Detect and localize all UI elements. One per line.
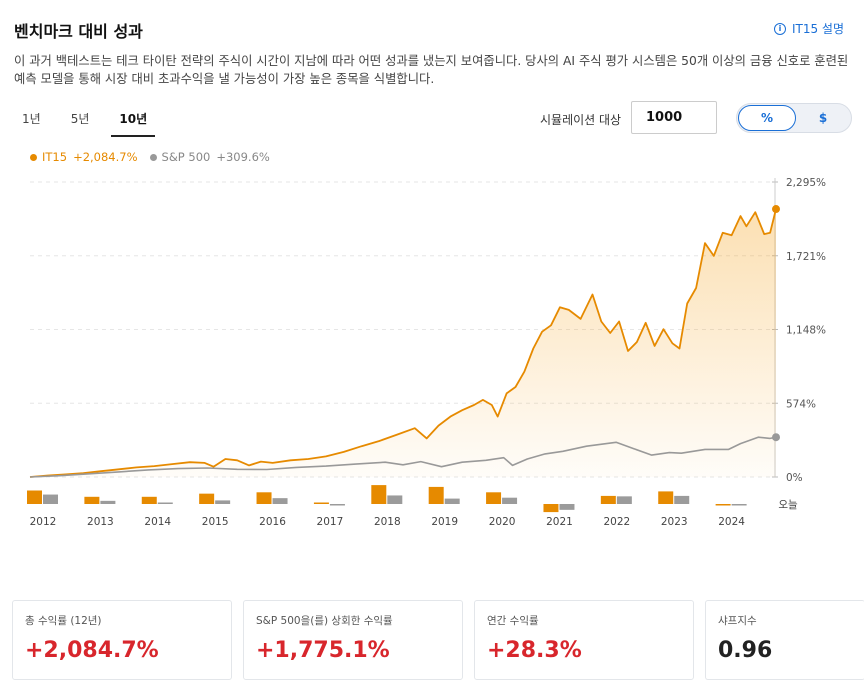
series-end-point-it15[interactable]	[772, 205, 780, 214]
stat-card-annual-return: 연간 수익률 +28.3%	[474, 600, 694, 680]
x-tick-label: 2021	[546, 516, 573, 528]
simulation-amount-input[interactable]	[631, 101, 717, 134]
chart-legend: IT15 +2,084.7% S&P 500 +309.6%	[30, 150, 282, 164]
description: 이 과거 백테스트는 테크 타이탄 전략의 주식이 시간이 지남에 따라 어떤 …	[14, 54, 849, 86]
info-icon: i	[773, 22, 786, 35]
x-tick-label: 2020	[489, 516, 516, 528]
legend-dot-it15	[30, 153, 37, 161]
x-tick-label: 2012	[30, 516, 57, 528]
x-tick-label: 2024	[718, 516, 745, 528]
unit-toggle: % $	[736, 103, 852, 133]
info-link[interactable]: i IT15 설명	[773, 20, 844, 37]
annual-bar-it15[interactable]	[715, 504, 731, 506]
series-line-sp500	[29, 436, 777, 478]
tab-1y[interactable]: 1년	[22, 112, 41, 126]
x-tick-label: 2019	[431, 516, 458, 528]
annual-bar-sp500[interactable]	[444, 498, 460, 504]
stat-value: +28.3%	[487, 638, 582, 663]
legend-it15[interactable]: IT15 +2,084.7%	[30, 150, 138, 164]
dollar-toggle-button[interactable]: $	[818, 111, 828, 125]
x-tick-label: 오늘	[778, 499, 798, 511]
stat-card-sharpe: 샤프지수 0.96	[705, 600, 864, 680]
annual-bar-it15[interactable]	[256, 492, 272, 504]
series-line-it15	[29, 208, 777, 478]
stat-card-excess-return: S&P 500을(를) 상회한 수익률 +1,775.1%	[243, 600, 463, 680]
x-tick-label: 2017	[317, 516, 344, 528]
annual-bar-it15[interactable]	[371, 485, 387, 504]
x-tick-label: 2015	[202, 516, 229, 528]
annual-bar-sp500[interactable]	[502, 497, 518, 504]
annual-bar-it15[interactable]	[84, 496, 100, 504]
stat-value: +1,775.1%	[256, 638, 390, 663]
annual-bar-sp500[interactable]	[43, 494, 58, 504]
y-tick-label: 0%	[786, 472, 803, 484]
annual-bar-it15[interactable]	[313, 502, 329, 505]
y-tick-label: 574%	[786, 398, 816, 410]
annual-bar-sp500[interactable]	[387, 495, 403, 504]
annual-bar-it15[interactable]	[428, 486, 444, 504]
annual-bar-it15[interactable]	[600, 495, 616, 504]
annual-bar-it15[interactable]	[27, 490, 42, 505]
annual-bar-it15[interactable]	[199, 493, 215, 504]
stat-label: 총 수익률 (12년)	[25, 615, 102, 627]
tab-10y[interactable]: 10년	[111, 106, 156, 137]
tab-5y[interactable]: 5년	[70, 112, 90, 126]
simulation-label: 시뮬레이션 대상	[540, 113, 622, 127]
annual-bar-sp500[interactable]	[616, 496, 632, 504]
stat-label: S&P 500을(를) 상회한 수익률	[256, 615, 393, 627]
annual-bar-sp500[interactable]	[215, 500, 231, 504]
section-header: 벤치마크 대비 성과 i IT15 설명	[14, 14, 844, 42]
percent-toggle-button[interactable]: %	[738, 105, 796, 131]
legend-dot-sp500	[149, 153, 157, 161]
y-tick-label: 2,295%	[786, 177, 826, 189]
series-area-it15	[30, 209, 776, 477]
legend-sp500-name: S&P 500	[161, 150, 211, 164]
legend-sp500-value: +309.6%	[216, 150, 270, 164]
series-end-point-sp500[interactable]	[772, 433, 780, 442]
stats-row: 총 수익률 (12년) +2,084.7% S&P 500을(를) 상회한 수익…	[12, 600, 864, 680]
y-tick-label: 1,721%	[786, 251, 826, 263]
annual-bar-sp500[interactable]	[100, 500, 116, 504]
annual-bar-it15[interactable]	[543, 504, 559, 513]
x-tick-label: 2018	[374, 516, 401, 528]
x-tick-label: 2023	[661, 516, 688, 528]
stat-value: 0.96	[718, 638, 773, 663]
stat-label: 샤프지수	[718, 615, 757, 627]
annual-bar-it15[interactable]	[658, 491, 674, 504]
annual-bar-sp500[interactable]	[329, 504, 345, 506]
annual-bar-sp500[interactable]	[559, 504, 575, 510]
page-title: 벤치마크 대비 성과	[14, 22, 143, 41]
x-tick-label: 2013	[87, 516, 114, 528]
y-tick-label: 1,148%	[786, 325, 826, 337]
performance-chart: 2,295% 1,721% 1,148% 574% 0% 2012 2013 2014 2015…	[27, 177, 826, 528]
x-tick-label: 2014	[144, 516, 171, 528]
legend-it15-name: IT15	[42, 150, 68, 164]
annual-bar-sp500[interactable]	[272, 498, 288, 504]
info-link-label: IT15 설명	[791, 22, 844, 36]
x-tick-label: 2022	[603, 516, 630, 528]
x-tick-label: 2016	[259, 516, 286, 528]
legend-it15-value: +2,084.7%	[73, 150, 138, 164]
annual-bar-it15[interactable]	[486, 492, 502, 504]
annual-bar-sp500[interactable]	[731, 504, 747, 506]
legend-sp500[interactable]: S&P 500 +309.6%	[149, 150, 270, 164]
annual-bar-it15[interactable]	[141, 496, 157, 504]
stat-value: +2,084.7%	[25, 638, 159, 663]
stat-label: 연간 수익률	[487, 615, 539, 627]
stat-card-total-return: 총 수익률 (12년) +2,084.7%	[12, 600, 232, 680]
annual-bar-sp500[interactable]	[157, 502, 173, 505]
period-tabs: 1년 5년 10년	[14, 106, 169, 137]
annual-bar-sp500[interactable]	[674, 495, 690, 504]
